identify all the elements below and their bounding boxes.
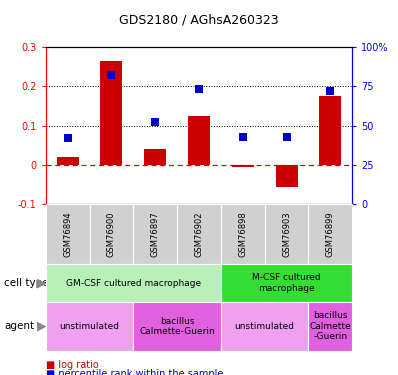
Text: GSM76902: GSM76902 (195, 211, 203, 257)
Point (196, 86, 202, 92)
Text: bacillus
Calmette
-Guerin: bacillus Calmette -Guerin (310, 311, 351, 341)
Text: ■ log ratio: ■ log ratio (46, 360, 99, 370)
Point (108, 72, 115, 78)
Text: ■ percentile rank within the sample: ■ percentile rank within the sample (46, 369, 223, 375)
Text: ▶: ▶ (37, 320, 47, 333)
Text: ▶: ▶ (37, 277, 47, 290)
Text: GSM76903: GSM76903 (282, 211, 291, 257)
Text: agent: agent (4, 321, 34, 331)
Bar (188, 116, 210, 165)
Text: GM-CSF cultured macrophage: GM-CSF cultured macrophage (66, 279, 201, 288)
Bar (57, 157, 79, 165)
Bar (232, 165, 254, 167)
Point (327, 88, 334, 94)
Bar (101, 61, 123, 165)
Point (64, 135, 71, 141)
Point (283, 134, 290, 140)
Text: cell type: cell type (4, 278, 49, 288)
Bar (320, 96, 341, 165)
Bar (144, 149, 166, 165)
Text: GSM76898: GSM76898 (238, 211, 247, 257)
Point (240, 134, 246, 140)
Text: GDS2180 / AGhsA260323: GDS2180 / AGhsA260323 (119, 13, 279, 26)
Text: M-CSF cultured
macrophage: M-CSF cultured macrophage (252, 273, 321, 293)
Text: unstimulated: unstimulated (235, 322, 295, 331)
Bar (276, 165, 298, 187)
Text: bacillus
Calmette-Guerin: bacillus Calmette-Guerin (139, 316, 215, 336)
Point (152, 120, 158, 126)
Text: GSM76894: GSM76894 (63, 211, 72, 257)
Text: GSM76897: GSM76897 (151, 211, 160, 257)
Text: unstimulated: unstimulated (60, 322, 119, 331)
Text: GSM76899: GSM76899 (326, 211, 335, 257)
Text: GSM76900: GSM76900 (107, 211, 116, 257)
